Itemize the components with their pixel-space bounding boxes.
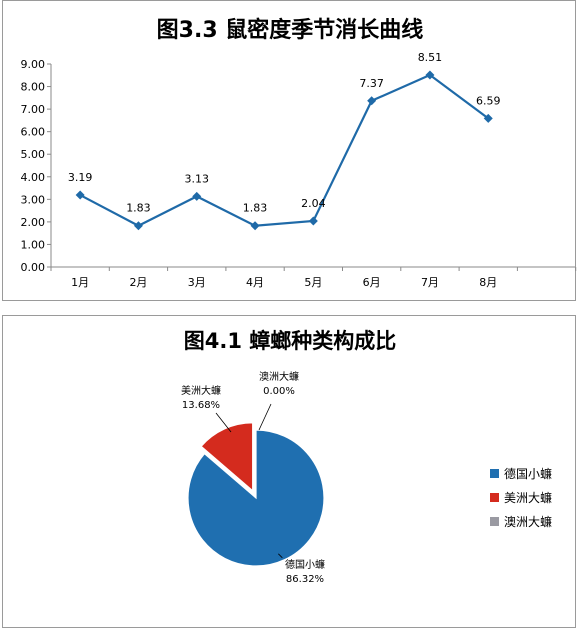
slice-percent-label: 0.00% <box>263 386 295 397</box>
data-point-marker <box>192 191 202 201</box>
y-tick-label: 2.00 <box>21 216 46 229</box>
y-tick-label: 3.00 <box>21 193 46 206</box>
data-point-marker <box>425 70 435 80</box>
legend-label: 澳洲大蠊 <box>504 515 552 529</box>
data-label: 3.19 <box>68 171 93 184</box>
slice-name-label: 美洲大蠊 <box>181 384 221 397</box>
x-tick-label: 2月 <box>129 276 147 289</box>
pie-chart-slices <box>187 422 325 567</box>
y-tick-label: 0.00 <box>21 261 46 274</box>
data-label: 8.51 <box>418 51 443 64</box>
pie-chart: 图4.1 蟑螂种类构成比 德国小蠊 86.32% 美洲大蠊 13.68% 澳洲大蠊 0.0… <box>181 329 552 585</box>
y-tick-label: 5.00 <box>21 148 46 161</box>
x-tick-label: 3月 <box>188 276 206 289</box>
y-tick-label: 7.00 <box>21 103 46 116</box>
data-point-marker <box>367 96 377 106</box>
x-tick-label: 8月 <box>479 276 497 289</box>
line-chart-series: 3.19 1.83 3.13 1.83 2.04 7.37 8.51 6.59 <box>68 51 501 231</box>
y-tick-label: 6.00 <box>21 126 46 139</box>
pie-chart-labels: 德国小蠊 86.32% 美洲大蠊 13.68% 澳洲大蠊 0.00% <box>181 370 325 585</box>
data-label: 7.37 <box>359 77 384 90</box>
slice-name-label: 澳洲大蠊 <box>259 370 299 383</box>
data-label: 6.59 <box>476 94 501 107</box>
data-point-marker <box>308 216 318 226</box>
leader-line <box>258 403 272 431</box>
legend-label: 美洲大蠊 <box>504 491 552 505</box>
slice-name-label: 德国小蠊 <box>285 558 325 571</box>
x-tick-label: 7月 <box>421 276 439 289</box>
x-tick-label: 1月 <box>71 276 89 289</box>
data-label: 3.13 <box>185 172 210 185</box>
data-point-marker <box>483 113 493 123</box>
x-tick-label: 6月 <box>363 276 381 289</box>
x-tick-label: 5月 <box>304 276 322 289</box>
slice-percent-label: 13.68% <box>182 400 220 411</box>
pie-chart-title: 图4.1 蟑螂种类构成比 <box>184 329 397 353</box>
pie-slice <box>200 422 254 493</box>
line-chart-axes: 0.00 1.00 2.00 3.00 4.00 5.00 6.00 7.00 8.00 9.00… <box>21 58 577 289</box>
data-label: 2.04 <box>301 197 326 210</box>
data-label: 1.83 <box>126 202 151 215</box>
y-tick-label: 8.00 <box>21 81 46 94</box>
y-tick-label: 1.00 <box>21 238 46 251</box>
data-point-marker <box>133 221 143 231</box>
pie-chart-panel: 图4.1 蟑螂种类构成比 德国小蠊 86.32% 美洲大蠊 13.68% 澳洲大蠊 0.0… <box>2 315 576 628</box>
y-tick-label: 9.00 <box>21 58 46 71</box>
line-chart-title: 图3.3 鼠密度季节消长曲线 <box>157 17 424 43</box>
data-point-marker <box>250 221 260 231</box>
y-tick-label: 4.00 <box>21 171 46 184</box>
series-line <box>79 73 489 227</box>
pie-slice <box>187 429 325 567</box>
slice-percent-label: 86.32% <box>286 574 324 585</box>
leader-line <box>215 412 232 433</box>
x-tick-label: 4月 <box>246 276 264 289</box>
legend-swatch <box>490 517 499 526</box>
line-chart-panel: 图3.3 鼠密度季节消长曲线 0.00 1.00 2.00 3.00 4.00 5.00 6… <box>2 0 577 301</box>
data-label: 1.83 <box>243 202 268 215</box>
data-point-marker <box>75 190 85 200</box>
line-chart: 图3.3 鼠密度季节消长曲线 0.00 1.00 2.00 3.00 4.00 5.00 6… <box>21 17 577 289</box>
leader-line <box>278 553 283 559</box>
legend-swatch <box>490 469 499 478</box>
legend-label: 德国小蠊 <box>504 466 552 481</box>
legend-swatch <box>490 493 499 502</box>
